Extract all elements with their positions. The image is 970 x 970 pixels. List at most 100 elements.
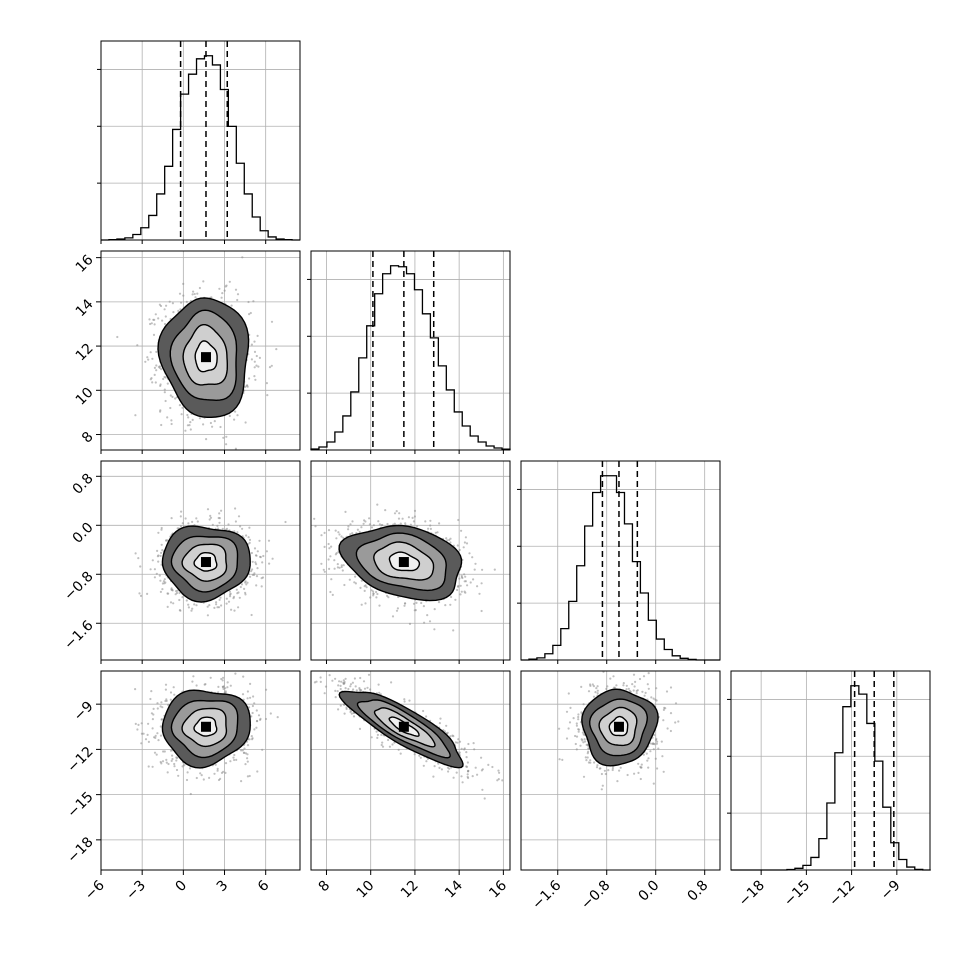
sample-point [640,763,643,766]
sample-point [339,687,342,691]
sample-point [218,512,221,515]
sample-point [238,596,241,599]
sample-point [211,425,214,428]
sample-point [137,557,140,560]
sample-point [403,602,407,605]
y-tick-label: −15 [64,789,96,821]
sample-point [241,693,245,696]
density-peak [613,721,624,732]
sample-point [449,537,452,540]
sample-point [370,736,373,739]
sample-point [580,738,583,741]
sample-point [191,418,194,421]
sample-point [465,542,469,545]
sample-point [243,747,246,750]
sample-point [352,715,356,718]
sample-point [662,708,666,712]
sample-point [333,559,336,562]
sample-point [633,685,636,688]
sample-point [219,777,222,781]
sample-point [635,665,637,667]
sample-point [437,762,440,765]
sample-point [268,366,272,369]
sample-point [466,761,469,764]
sample-point [372,524,375,527]
sample-point [322,568,325,571]
sample-point [151,559,154,562]
sample-point [612,675,615,678]
sample-point [244,593,247,596]
sample-point [226,686,229,689]
sample-point [222,676,225,679]
sample-point [195,776,198,780]
panel-frame [310,460,511,661]
sample-point [209,676,212,679]
sample-point [323,545,326,549]
sample-point [192,675,195,678]
sample-point [149,351,152,354]
sample-point [181,522,184,525]
sample-point [174,397,177,400]
sample-point [340,564,343,567]
sample-point [464,580,467,583]
sample-point [496,779,499,782]
sample-point [202,280,205,283]
sample-point [179,308,182,311]
sample-point [350,712,353,715]
sample-point [256,550,259,553]
sample-point [222,436,225,439]
sample-point [165,698,168,701]
sample-point [584,740,587,743]
sample-point [582,775,586,778]
sample-point [162,750,165,753]
sample-point [303,562,305,564]
sample-point [213,772,216,775]
sample-point [575,722,578,725]
sample-point [268,562,271,565]
sample-point [169,394,172,397]
sample-point [243,587,246,591]
sample-point [399,522,402,525]
sample-point [221,527,224,530]
sample-point [265,550,268,553]
sample-point [662,770,665,773]
sample-point [378,604,381,607]
sample-point [244,421,247,424]
sample-point [266,394,269,397]
sample-point [151,727,154,730]
x-tick-label: −18 [736,878,768,910]
sample-point [655,742,659,745]
sample-point [622,684,625,687]
sample-point [575,748,578,751]
sample-point [208,776,211,780]
sample-point [228,280,231,283]
sample-point [202,423,205,426]
sample-point [261,576,265,579]
sample-point [631,683,634,686]
sample-point [340,565,343,569]
sample-point [253,360,256,363]
sample-point [626,773,629,777]
histogram-step-2 [521,475,720,661]
sample-point [362,522,365,525]
sample-point [175,759,178,762]
sample-point [159,384,162,387]
sample-point [463,590,466,593]
sample-point [240,583,244,586]
sample-point [162,580,165,583]
y-tick-label: 14 [73,296,97,320]
sample-point [363,687,367,690]
sample-point [185,778,189,782]
sample-point [598,767,601,770]
sample-point [160,701,163,704]
sample-point [408,699,411,702]
sample-point [340,680,343,683]
sample-point [250,735,253,738]
sample-point [248,738,251,741]
sample-point [567,727,570,730]
sample-point [155,364,158,367]
sample-point [600,772,604,776]
sample-point [255,584,258,587]
sample-point [229,592,232,595]
x-tick-label: 12 [398,878,422,902]
